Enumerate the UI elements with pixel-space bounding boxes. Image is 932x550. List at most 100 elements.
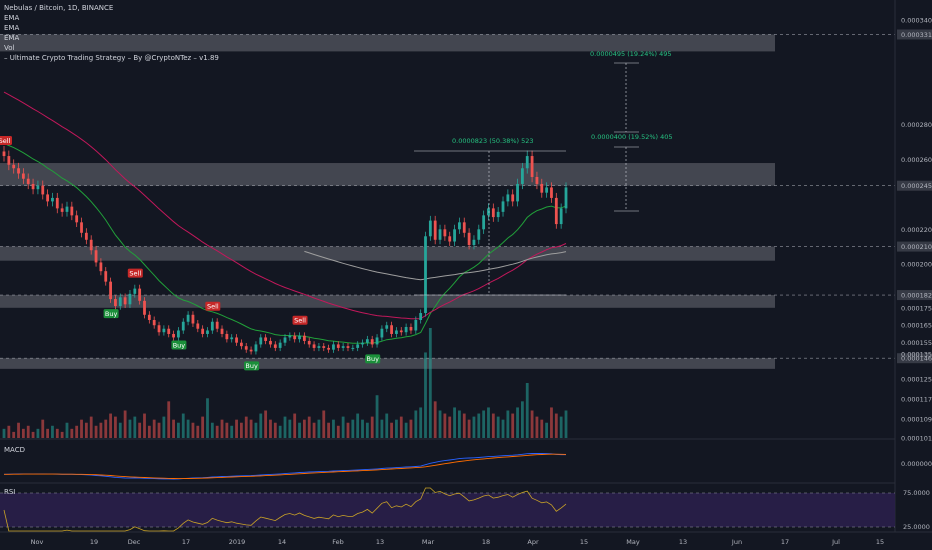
time-tick-label: Nov <box>31 538 44 546</box>
volume-bar <box>545 422 549 438</box>
volume-bar <box>302 419 306 438</box>
volume-bar <box>118 422 122 438</box>
time-tick-label: 18 <box>482 538 490 546</box>
volume-bar <box>327 422 331 438</box>
price-label-box <box>897 353 932 364</box>
candle-body <box>191 314 195 324</box>
volume-bar <box>317 419 321 438</box>
volume-bar <box>186 419 190 438</box>
price-label-box <box>897 29 932 40</box>
candle-body <box>167 328 171 334</box>
volume-bar <box>438 410 442 438</box>
volume-bar <box>17 422 20 438</box>
candle-body <box>361 342 364 345</box>
candle-body <box>530 156 534 177</box>
time-tick-label: Mar <box>422 538 435 546</box>
candle-body <box>152 320 156 326</box>
candle-body <box>94 250 98 263</box>
volume-bar <box>94 425 98 438</box>
volume-bar <box>138 422 142 438</box>
buy-signal: Buy <box>171 340 187 350</box>
legend-vol[interactable]: Vol <box>4 44 15 52</box>
signal-label: Sell <box>207 303 219 311</box>
legend-strategy[interactable]: – Ultimate Crypto Trading Strategy – By … <box>4 54 219 62</box>
legend-title[interactable]: Nebulas / Bitcoin, 1D, BINANCE <box>4 4 114 12</box>
candle-body <box>89 239 93 251</box>
support-resistance-zone <box>0 246 775 261</box>
signal-label: Sell <box>0 137 11 145</box>
volume-bar <box>482 410 486 438</box>
volume-bar <box>472 416 476 438</box>
volume-bar <box>109 413 112 438</box>
time-axis[interactable]: Nov 19 Dec 17 2019 14 Feb 13 Mar 18 Apr 15 May 13 Jun 1… <box>31 538 884 546</box>
candle-body <box>7 156 11 165</box>
signal-badge <box>103 309 119 319</box>
support-resistance-zone <box>0 358 775 369</box>
volume-bar <box>84 422 88 438</box>
legend-ema-2[interactable]: EMA <box>4 24 20 32</box>
time-tick-label: 15 <box>580 538 588 546</box>
candle-body <box>487 208 490 216</box>
candle-body <box>123 297 127 305</box>
candle-body <box>26 178 30 184</box>
volume-bar <box>351 419 355 438</box>
legend-ema-3[interactable]: EMA <box>4 34 20 42</box>
time-tick-label: 17 <box>781 538 789 546</box>
candle-body <box>550 187 553 198</box>
candle-body <box>535 176 539 184</box>
support-resistance-zone <box>0 295 775 308</box>
volume-bar <box>254 422 258 438</box>
macd-label[interactable]: MACD <box>4 446 25 454</box>
volume-bar <box>540 419 544 438</box>
macd-tick-label: 0.0000000 <box>901 460 932 468</box>
volume-bar <box>21 428 25 438</box>
volume-bar <box>230 425 234 438</box>
sell-signal: Sell <box>127 268 143 278</box>
volume-bar <box>283 416 287 438</box>
candle-body <box>2 151 6 157</box>
candle-body <box>109 281 112 300</box>
candle-body <box>147 314 151 321</box>
candle-body <box>385 325 389 329</box>
volume-bar <box>356 413 360 438</box>
candle-body <box>21 173 25 179</box>
volume-bar <box>341 416 345 438</box>
rsi-label[interactable]: RSI <box>4 488 16 496</box>
volume-bar <box>210 422 214 438</box>
candle-body <box>60 208 64 212</box>
volume-bar <box>206 398 209 438</box>
signal-label: Buy <box>105 310 118 318</box>
volume-bar <box>244 416 248 438</box>
candle-body <box>75 215 79 223</box>
signals-layer: Sell Sell Buy Buy Sell Buy Sell Buy <box>0 136 381 371</box>
volume-bar <box>298 422 301 438</box>
volume-bar <box>404 422 408 438</box>
volume-bar <box>520 401 524 438</box>
candle-body <box>491 208 495 218</box>
candle-body <box>70 206 74 216</box>
volume-bar <box>215 425 219 438</box>
volume-bar <box>409 419 413 438</box>
support-resistance-zone <box>0 163 775 186</box>
candle-body <box>375 337 379 345</box>
candle-body <box>225 333 229 340</box>
volume-bar <box>380 419 384 438</box>
volume-bar <box>458 410 461 438</box>
volume-bar <box>370 416 374 438</box>
volume-bar <box>293 413 297 438</box>
candle-body <box>312 344 316 348</box>
signal-badge <box>292 315 308 325</box>
rsi-line <box>3 487 567 532</box>
legend-ema-1[interactable]: EMA <box>4 14 20 22</box>
ema-slow-line <box>3 91 567 320</box>
candle-body <box>162 328 166 333</box>
volume-bar <box>487 407 490 438</box>
